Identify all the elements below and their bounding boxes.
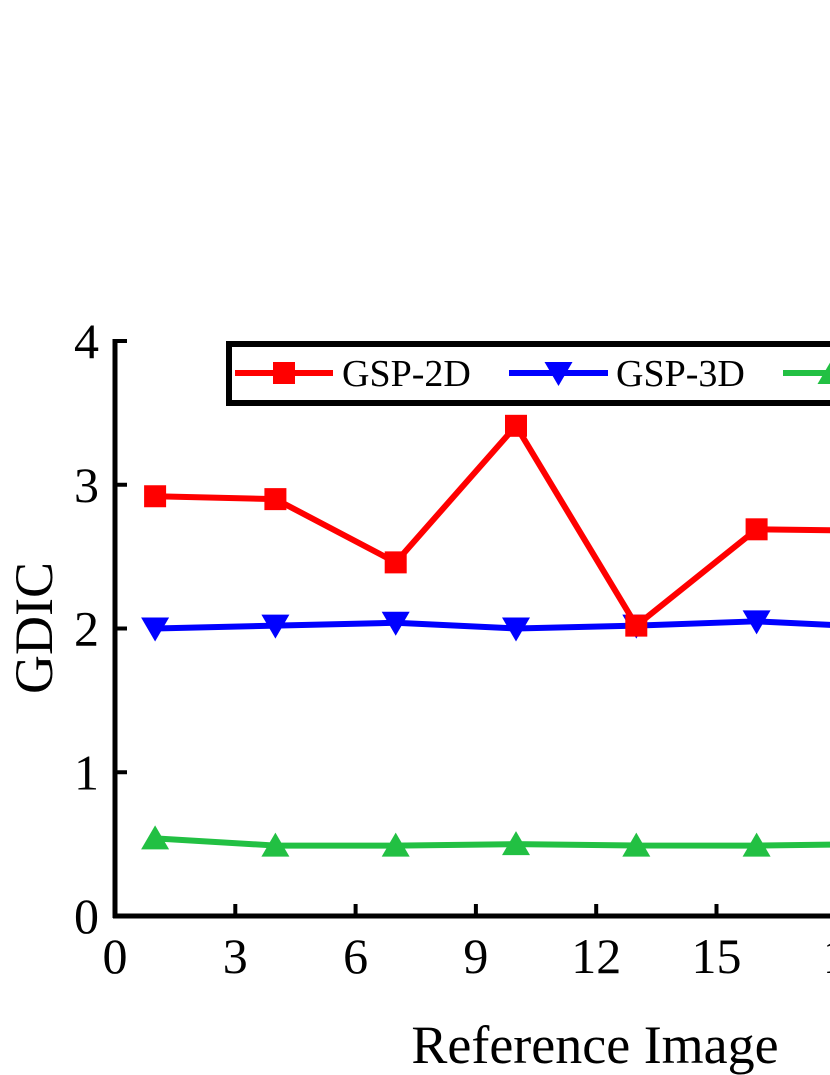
y-tick-label: 3: [74, 457, 99, 513]
axes: 01234036912151: [74, 313, 830, 984]
series-series-3: [141, 825, 830, 857]
data-point: [381, 832, 410, 857]
data-point: [144, 485, 167, 508]
data-point: [141, 617, 170, 642]
data-point: [261, 614, 290, 639]
x-tick-label: 6: [343, 928, 368, 984]
legend: GSP-2D GSP-3D: [226, 341, 830, 406]
series-layer: [141, 414, 830, 857]
x-tick-label: 3: [223, 928, 248, 984]
x-axis-title: Reference Image: [411, 1015, 778, 1075]
series-gsp-2d: [144, 414, 830, 637]
x-tick-label: 9: [463, 928, 488, 984]
x-tick-label: 0: [103, 928, 128, 984]
data-point: [264, 488, 287, 511]
y-tick-label: 2: [74, 601, 99, 657]
series-line: [155, 618, 830, 632]
data-point: [261, 832, 290, 857]
data-point: [625, 614, 648, 637]
legend-label: GSP-2D: [342, 353, 471, 395]
y-tick-label: 0: [74, 888, 99, 944]
data-point: [742, 610, 771, 635]
y-tick-label: 1: [74, 744, 99, 800]
legend-item: [783, 362, 830, 384]
data-point: [141, 825, 170, 850]
series-gsp-3d: [141, 610, 830, 642]
legend-label: GSP-3D: [616, 353, 745, 395]
data-point: [745, 518, 768, 541]
legend-marker: [273, 362, 295, 384]
legend-marker: [544, 362, 573, 386]
y-axis-title: GDIC: [4, 562, 64, 694]
legend-item: GSP-3D: [509, 353, 745, 395]
data-point: [742, 832, 771, 857]
x-tick-label: 15: [692, 928, 742, 984]
data-point: [502, 831, 530, 856]
data-point: [502, 617, 530, 642]
legend-marker: [817, 362, 830, 384]
y-tick-label: 4: [74, 313, 99, 369]
x-tick-label: 12: [571, 928, 621, 984]
series-line: [155, 422, 830, 629]
legend-item: GSP-2D: [235, 353, 471, 395]
data-point: [384, 551, 407, 574]
data-point: [505, 414, 527, 437]
series-line: [154, 835, 830, 849]
data-point: [381, 611, 410, 636]
data-point: [622, 832, 651, 857]
x-tick-label: 1: [823, 928, 830, 984]
